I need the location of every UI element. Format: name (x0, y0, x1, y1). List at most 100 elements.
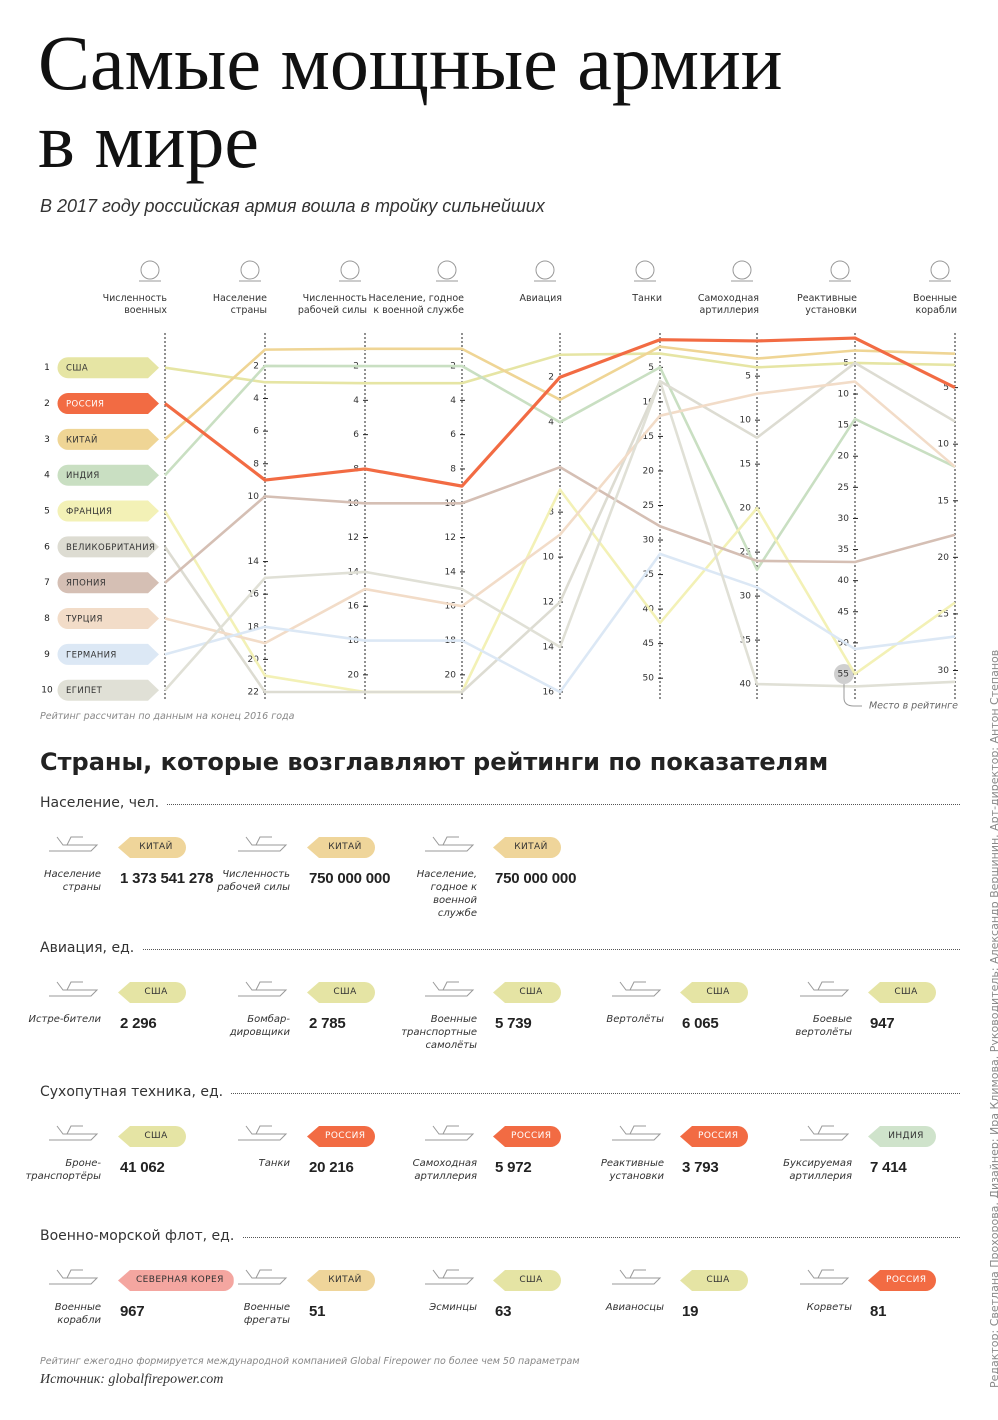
country-tag: США (493, 982, 561, 1003)
rank-label: 5 (44, 507, 50, 517)
column-label: Военные корабли (913, 293, 957, 316)
item-icon (238, 1269, 288, 1285)
legend-label: США (66, 364, 88, 374)
subtitle: В 2017 году российская армия вошла в тро… (40, 196, 545, 216)
tick-label: 18 (248, 622, 260, 632)
icon-shape (238, 981, 288, 997)
icon-shape (425, 1269, 475, 1285)
item-value: 63 (495, 1303, 512, 1320)
tick-label: 20 (348, 670, 360, 680)
tick-label: 15 (740, 460, 751, 470)
tick-label: 20 (740, 504, 752, 514)
series-line (163, 488, 956, 694)
country-pill (57, 536, 159, 558)
tick-label: 5 (943, 383, 949, 393)
rank-label: 6 (44, 542, 50, 552)
section-title: Сухопутная техника, ед. (40, 1084, 232, 1100)
tick-label: 20 (643, 466, 655, 476)
item-value: 5 972 (495, 1159, 532, 1176)
country-pill (57, 357, 159, 379)
chart-note: Рейтинг рассчитан по данным на конец 201… (40, 711, 295, 722)
tick-label: 2 (253, 361, 259, 371)
item-icon (425, 981, 475, 997)
tick-label: 10 (740, 416, 752, 426)
tick-label: 40 (740, 680, 752, 690)
country-tag: США (307, 982, 375, 1003)
item-icon (425, 1269, 475, 1285)
section-title: Население, чел. (40, 795, 168, 811)
column-label: Население, годное к военной службе (368, 293, 464, 316)
column-label: Танки (632, 293, 662, 304)
series-line (164, 352, 956, 385)
legend-label: ТУРЦИЯ (65, 615, 103, 625)
tick-label: 14 (543, 643, 555, 653)
item-value: 2 785 (309, 1015, 346, 1032)
country-tag: РОССИЯ (493, 1126, 562, 1147)
tick-label: 15 (643, 432, 654, 442)
column-icon (634, 260, 656, 282)
series-line (163, 361, 956, 694)
item-label: Население, годное к военной службе (416, 869, 477, 919)
tick-label: 6 (450, 430, 456, 440)
icon-shape (612, 1125, 662, 1141)
item-label: Население страны (43, 869, 101, 893)
icon-shape (437, 260, 457, 280)
rank-label: 8 (44, 614, 50, 624)
tick-label: 16 (348, 602, 360, 612)
source-link: globalfirepower.com (108, 1372, 224, 1387)
tick-label: 6 (353, 430, 359, 440)
icon-shape (425, 836, 475, 852)
tick-label: 12 (348, 533, 359, 543)
item-icon (49, 1269, 99, 1285)
item-value: 41 062 (120, 1159, 165, 1176)
series-line (164, 364, 956, 572)
section-title: Военно-морской флот, ед. (40, 1228, 243, 1244)
tick-label: 16 (248, 590, 260, 600)
section-rule (40, 1093, 960, 1094)
country-tag: КИТАЙ (307, 837, 375, 858)
item-value: 5 739 (495, 1015, 532, 1032)
item-label: Истре-бители (28, 1014, 101, 1025)
item-icon (612, 981, 662, 997)
icon-shape (49, 1125, 99, 1141)
tick-label: 16 (445, 602, 457, 612)
item-label: Эсминцы (429, 1302, 477, 1313)
tick-label: 25 (740, 548, 751, 558)
tick-label: 8 (450, 464, 456, 474)
item-icon (800, 981, 850, 997)
icon-shape (732, 260, 752, 280)
icon-shape (612, 981, 662, 997)
item-value: 750 000 000 (309, 870, 391, 887)
country-tag: КИТАЙ (493, 837, 561, 858)
column-icon (829, 260, 851, 282)
annotation: Место в рейтинге (869, 700, 958, 711)
tick-label: 20 (445, 670, 457, 680)
legend-label: ВЕЛИКОБРИТАНИЯ (66, 543, 155, 553)
tick-label: 25 (643, 501, 654, 511)
item-value: 7 414 (870, 1159, 907, 1176)
country-tag: РОССИЯ (868, 1270, 937, 1291)
legend-label: ГЕРМАНИЯ (66, 650, 117, 660)
icon-shape (800, 1269, 850, 1285)
country-pill (57, 643, 159, 665)
tick-label: 4 (450, 396, 456, 406)
country-pill (57, 393, 159, 415)
source: Источник: globalfirepower.com (40, 1372, 223, 1388)
rank-label: 3 (44, 435, 50, 445)
tick-label: 6 (253, 427, 259, 437)
tick-label: 55 (838, 669, 849, 679)
item-value: 947 (870, 1015, 895, 1032)
item-value: 967 (120, 1303, 145, 1320)
section-rule (40, 949, 960, 950)
tick-label: 22 (248, 688, 259, 698)
tick-label: 4 (253, 394, 259, 404)
tick-label: 15 (938, 496, 949, 506)
item-label: Боевые вертолёты (795, 1014, 852, 1038)
rank-label: 7 (44, 578, 50, 588)
country-tag: РОССИЯ (307, 1126, 376, 1147)
column-label: Численность рабочей силы (297, 293, 367, 316)
item-label: Танки (258, 1158, 290, 1169)
country-tag: ИНДИЯ (868, 1126, 936, 1147)
tick-label: 25 (938, 609, 949, 619)
